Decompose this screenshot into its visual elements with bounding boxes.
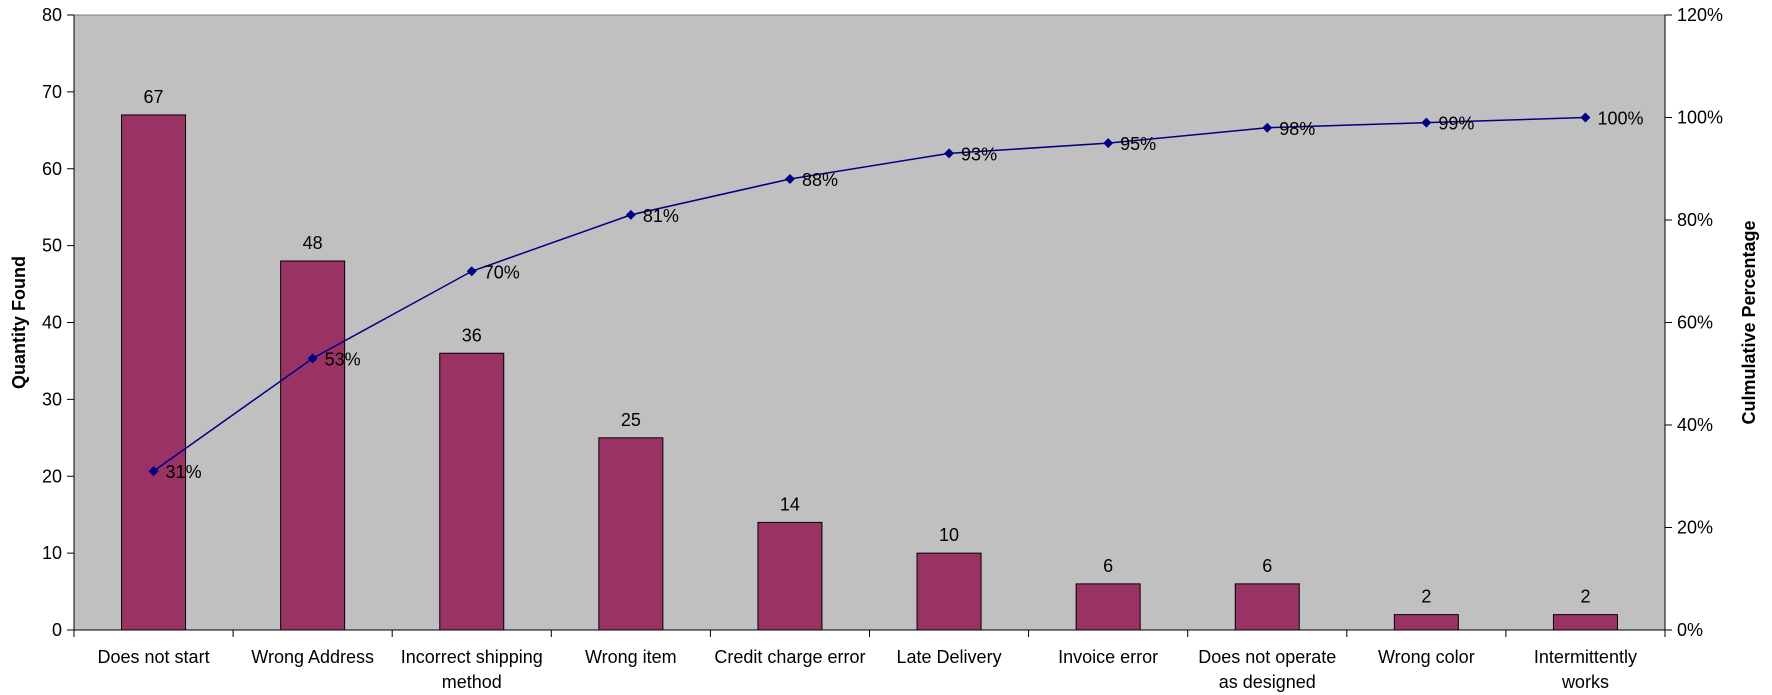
bar-data-labels: 67 48 36 25 14 10 6 6 2 2 [144,87,1591,607]
cumulative-point-marker [307,353,318,364]
y-axis-left-tick-label: 10 [42,543,62,563]
x-axis-category-label: Credit charge error [714,647,865,667]
cumulative-point-marker [1421,117,1432,128]
y-axis-left: 0 10 20 30 40 50 60 70 80 [42,5,75,640]
y-axis-right-tick-label: 40% [1677,415,1713,435]
cumulative-value-label: 53% [325,349,361,369]
cumulative-value-label: 100% [1597,109,1643,129]
bar-value-label: 67 [144,87,164,107]
cumulative-point-marker [625,209,636,220]
cumulative-value-label: 70% [484,262,520,282]
bar [1075,583,1141,631]
y-axis-right-tick-label: 20% [1677,518,1713,538]
y-axis-left-tick-label: 40 [42,313,62,333]
y-axis-left-tick-label: 0 [52,620,62,640]
x-axis-category-label: method [442,672,502,692]
y-axis-right-tick-label: 120% [1677,5,1723,25]
bar-value-label: 48 [303,233,323,253]
y-axis-right-tick-label: 100% [1677,108,1723,128]
x-axis-category-label: Intermittently [1534,647,1637,667]
cumulative-value-label: 31% [166,462,202,482]
x-axis-category-label: Does not operate [1198,647,1336,667]
x-axis-category-label: Incorrect shipping [401,647,543,667]
cumulative-point-marker [944,148,955,159]
y-axis-left-tick-label: 70 [42,82,62,102]
cumulative-data-labels: 31% 53% 70% 81% 88% 93% 95% 98% 99% 100% [166,109,1644,483]
bar [280,260,346,631]
y-axis-left-tick-label: 80 [42,5,62,25]
x-axis-category-label: Invoice error [1058,647,1158,667]
y-axis-left-tick-label: 30 [42,389,62,409]
cumulative-point-marker [1262,122,1273,133]
y-axis-left-tick-label: 60 [42,159,62,179]
cumulative-line [153,116,1586,472]
bar-value-label: 25 [621,410,641,430]
bar [439,352,505,631]
cumulative-value-label: 98% [1279,119,1315,139]
bar-value-label: 2 [1580,587,1590,607]
bar-value-label: 2 [1421,587,1431,607]
bar-value-label: 6 [1103,556,1113,576]
bar [1393,614,1459,631]
bar [598,437,664,631]
bar-value-label: 6 [1262,556,1272,576]
cumulative-value-label: 93% [961,144,997,164]
bar [757,521,823,631]
bar [1552,614,1618,631]
cumulative-point-marker [784,174,795,184]
x-axis-category-label: works [1561,672,1609,692]
x-axis-category-label: Does not start [98,647,210,667]
bar-value-label: 10 [939,525,959,545]
x-axis-category-label: Wrong Address [251,647,374,667]
cumulative-value-label: 95% [1120,134,1156,154]
y-axis-right: 0% 20% 40% 60% 80% 100% 120% [1664,5,1723,640]
cumulative-value-label: 81% [643,206,679,226]
y-axis-right-title: Culmulative Percentage [1739,220,1759,424]
x-axis-category-label: Late Delivery [897,647,1002,667]
x-axis-category-label: Wrong color [1378,647,1475,667]
y-axis-left-tick-label: 50 [42,236,62,256]
y-axis-right-tick-label: 80% [1677,210,1713,230]
cumulative-point-marker [466,266,477,277]
x-axis-category-label: Wrong item [585,647,677,667]
y-axis-left-title: Quantity Found [9,256,29,389]
cumulative-point-marker [1103,138,1114,149]
bar [916,552,982,631]
bar-value-label: 36 [462,325,482,345]
y-axis-right-tick-label: 60% [1677,313,1713,333]
bar [1234,583,1300,631]
bar [121,114,187,631]
x-axis: Does not start Wrong Address Incorrect shi… [73,629,1666,692]
x-axis-category-label: as designed [1219,672,1316,692]
bar-value-label: 14 [780,494,800,514]
cumulative-line-series [148,112,1591,477]
y-axis-right-tick-label: 0% [1677,620,1703,640]
cumulative-point-marker [148,466,159,477]
bar-series [121,114,1618,631]
cumulative-point-marker [1580,112,1591,123]
cumulative-value-label: 99% [1438,114,1474,134]
y-axis-left-tick-label: 20 [42,466,62,486]
cumulative-value-label: 88% [802,170,838,190]
